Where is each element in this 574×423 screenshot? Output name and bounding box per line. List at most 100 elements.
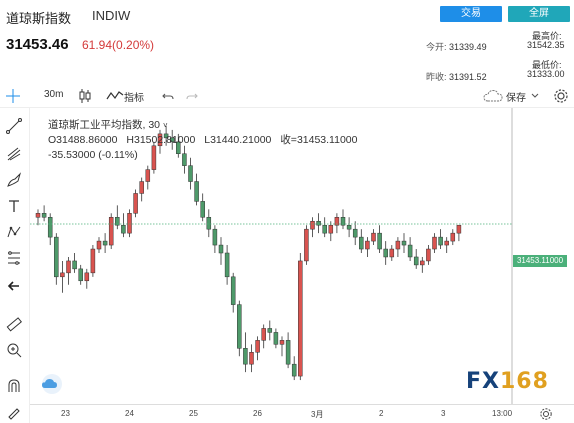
candle-body[interactable]	[237, 304, 242, 349]
candle-body[interactable]	[273, 332, 279, 345]
candle-body[interactable]	[78, 268, 83, 282]
candle-body[interactable]	[133, 193, 138, 214]
candle-body[interactable]	[66, 260, 71, 274]
time-axis[interactable]: 23 24 25 26 3月 2 3 13:00	[30, 404, 574, 423]
candle-body[interactable]	[291, 363, 297, 377]
fullscreen-button[interactable]: 全屏	[508, 6, 570, 22]
trade-button[interactable]: 交易	[440, 6, 502, 22]
candle-body[interactable]	[163, 133, 169, 139]
candle-body[interactable]	[200, 201, 205, 218]
candle-body[interactable]	[420, 260, 425, 266]
candle-body[interactable]	[279, 340, 285, 345]
candle-body[interactable]	[432, 236, 437, 250]
candle-body[interactable]	[169, 137, 175, 143]
indicators-button[interactable]: 指标	[124, 93, 144, 104]
ruler-tool[interactable]	[4, 314, 24, 334]
candle-body[interactable]	[377, 232, 382, 250]
gear-icon[interactable]	[553, 88, 569, 104]
axis-settings-gear-icon[interactable]	[539, 407, 553, 421]
candle-body[interactable]	[206, 217, 212, 230]
candle-body[interactable]	[304, 228, 309, 262]
candle-body[interactable]	[285, 340, 291, 365]
candle-body[interactable]	[426, 248, 431, 262]
indicators-icon[interactable]	[106, 89, 124, 103]
candle-body[interactable]	[176, 141, 181, 154]
candle-body[interactable]	[151, 145, 157, 170]
candle-body[interactable]	[218, 244, 224, 254]
trend-line-tool[interactable]	[4, 116, 24, 136]
candle-body[interactable]	[157, 133, 163, 147]
candle-body[interactable]	[267, 328, 273, 333]
candle-body[interactable]	[139, 181, 144, 194]
candle-body[interactable]	[413, 256, 419, 266]
text-tool[interactable]	[4, 196, 24, 216]
chevron-down-icon[interactable]	[531, 92, 539, 100]
candle-body[interactable]	[346, 224, 352, 230]
redo-icon[interactable]	[186, 90, 198, 102]
crosshair-icon[interactable]	[5, 89, 21, 103]
save-button[interactable]: 保存	[506, 93, 526, 104]
candle-body[interactable]	[121, 224, 126, 234]
candle-body[interactable]	[444, 240, 449, 246]
candle-body[interactable]	[41, 213, 47, 218]
candle-body[interactable]	[371, 232, 376, 242]
candle-body[interactable]	[255, 340, 260, 353]
candle-body[interactable]	[340, 217, 346, 226]
candle-body[interactable]	[359, 236, 364, 250]
candle-body[interactable]	[188, 165, 193, 182]
candle-body[interactable]	[334, 217, 340, 226]
candle-body[interactable]	[72, 260, 77, 270]
candle-body[interactable]	[456, 224, 462, 234]
pitchfork-tool[interactable]	[4, 144, 24, 164]
candle-body[interactable]	[60, 272, 65, 278]
cloud-icon[interactable]	[483, 89, 503, 103]
candle-body[interactable]	[298, 260, 303, 377]
candle-body[interactable]	[182, 153, 187, 166]
candle-body[interactable]	[243, 348, 248, 365]
candle-body[interactable]	[224, 252, 230, 278]
instrument-title: 道琼斯指数	[6, 11, 72, 26]
magnet-tool[interactable]	[4, 376, 24, 396]
candle-body[interactable]	[108, 217, 114, 246]
candle-body[interactable]	[127, 213, 132, 234]
candle-type-icon[interactable]	[78, 88, 92, 104]
candle-body[interactable]	[35, 213, 41, 218]
brush-tool[interactable]	[4, 170, 24, 190]
candle-body[interactable]	[450, 232, 456, 242]
candle-body[interactable]	[90, 248, 96, 274]
candle-body[interactable]	[212, 228, 218, 246]
candle-body[interactable]	[96, 240, 102, 250]
legend-chevron-icon[interactable]: ˅	[162, 121, 168, 130]
candle-body[interactable]	[230, 276, 236, 305]
lock-draw-tool[interactable]	[4, 402, 24, 422]
pattern-tool[interactable]	[4, 222, 24, 242]
candle-body[interactable]	[438, 236, 443, 246]
candle-body[interactable]	[145, 169, 151, 182]
candle-body[interactable]	[389, 248, 395, 258]
candle-body[interactable]	[407, 244, 413, 258]
candle-body[interactable]	[328, 224, 334, 234]
candle-body[interactable]	[316, 220, 321, 226]
candle-body[interactable]	[383, 248, 388, 258]
measure-tool[interactable]	[4, 248, 24, 268]
candle-body[interactable]	[115, 217, 120, 226]
candle-body[interactable]	[322, 224, 327, 234]
zoom-tool[interactable]	[4, 340, 24, 360]
candle-body[interactable]	[54, 236, 59, 278]
cloud-button-icon[interactable]	[42, 374, 62, 394]
candle-body[interactable]	[352, 228, 358, 238]
candle-body[interactable]	[365, 240, 370, 250]
candle-body[interactable]	[47, 217, 53, 238]
candle-body[interactable]	[102, 240, 108, 246]
interval-selector[interactable]: 30m	[44, 89, 64, 100]
back-tool[interactable]	[4, 276, 24, 296]
undo-icon[interactable]	[162, 90, 174, 102]
candle-body[interactable]	[401, 240, 407, 246]
candle-body[interactable]	[194, 181, 199, 202]
candle-body[interactable]	[395, 240, 401, 250]
candle-body[interactable]	[84, 272, 90, 282]
candlestick-chart[interactable]	[30, 108, 574, 404]
candle-body[interactable]	[310, 220, 315, 230]
candle-body[interactable]	[261, 328, 266, 341]
candle-body[interactable]	[249, 352, 254, 365]
